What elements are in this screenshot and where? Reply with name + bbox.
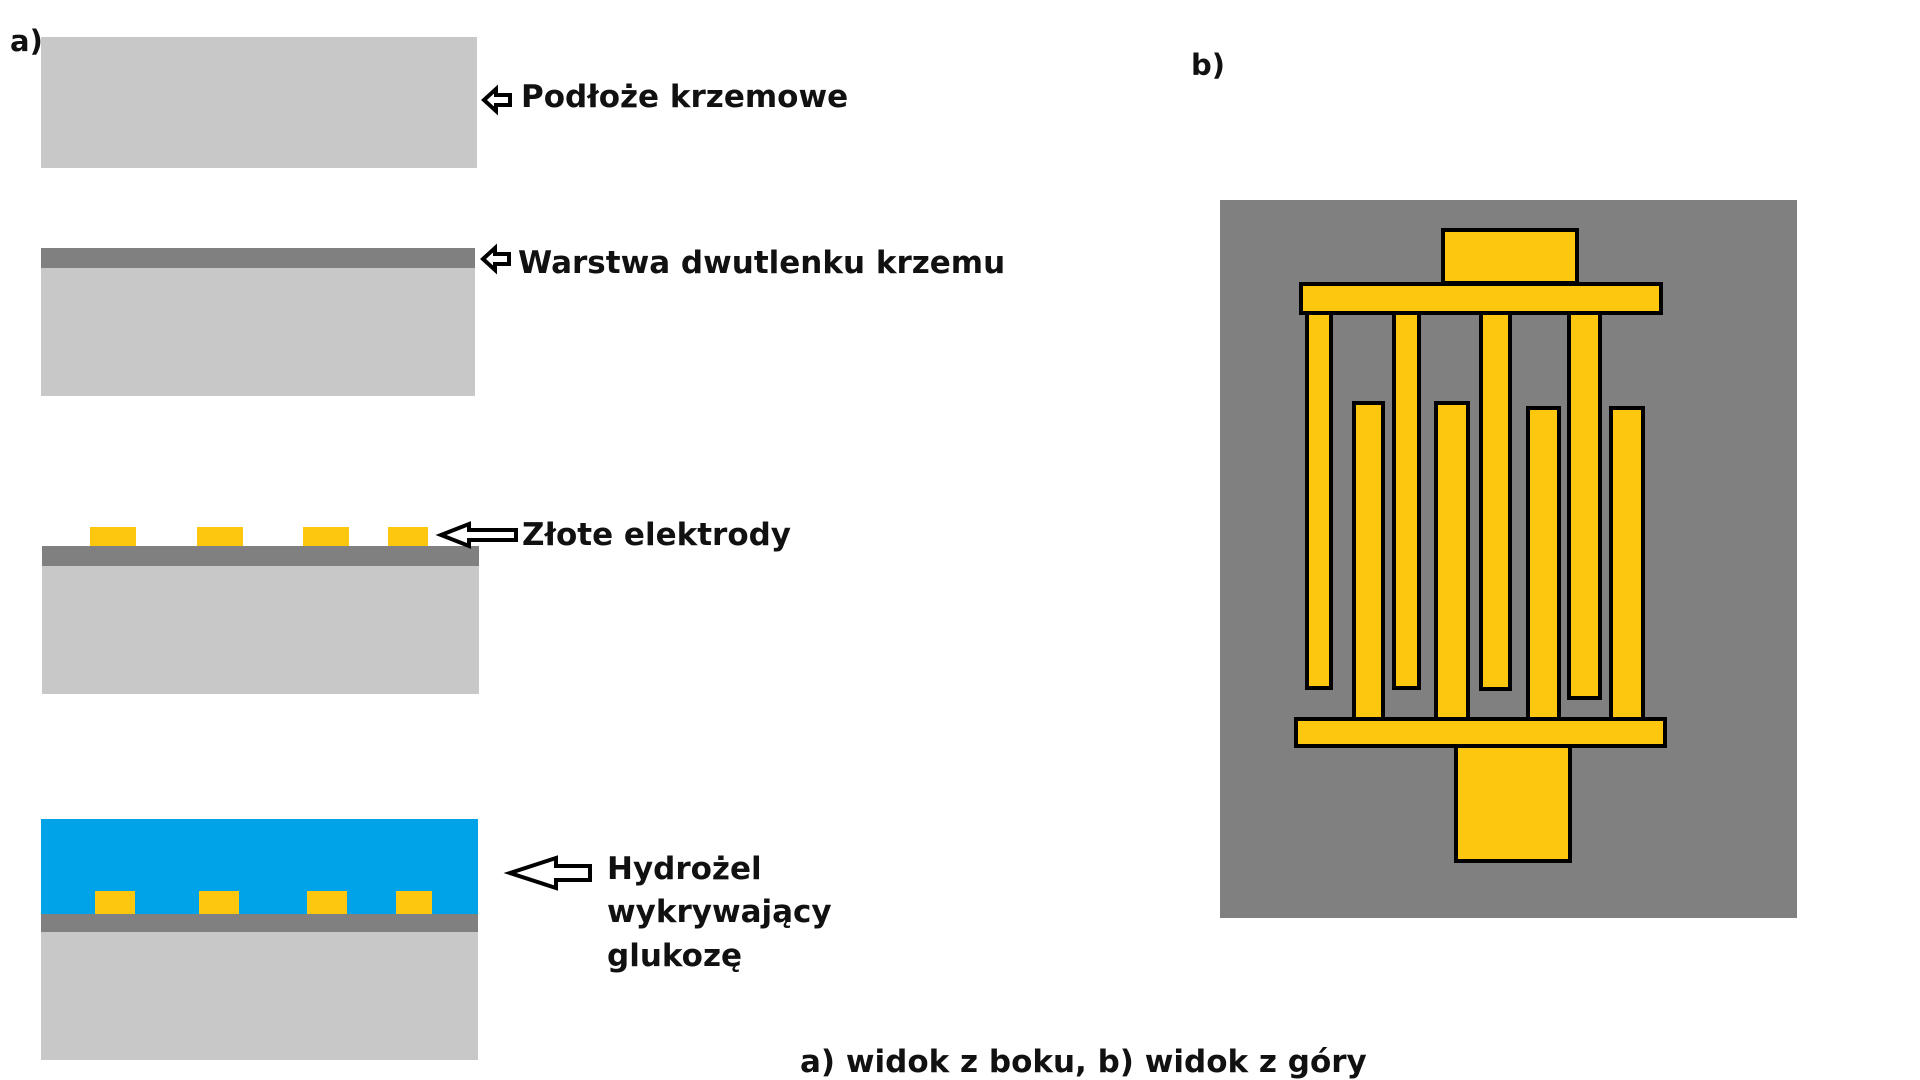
gold-electrode bbox=[90, 527, 136, 546]
stage-4-hydrogel bbox=[41, 819, 592, 1060]
finger-bottom bbox=[1526, 406, 1561, 721]
bottom-contact-pad bbox=[1454, 744, 1572, 863]
top-contact-pad bbox=[1441, 228, 1579, 285]
stage-2-oxide bbox=[41, 243, 511, 396]
top-bus-bar bbox=[1299, 282, 1663, 315]
oxide-layer bbox=[41, 914, 478, 932]
finger-top bbox=[1479, 311, 1512, 691]
gold-electrode bbox=[396, 891, 432, 914]
gold-electrode bbox=[388, 527, 428, 546]
stage-1-substrate bbox=[41, 37, 512, 168]
electrodes-arrow-icon bbox=[435, 521, 518, 549]
oxide-layer bbox=[42, 546, 479, 566]
gold-electrode bbox=[303, 527, 349, 546]
silicon-substrate bbox=[41, 931, 478, 1060]
finger-top bbox=[1567, 311, 1602, 700]
hydrogel-label-line: Hydrożel bbox=[607, 851, 762, 887]
gold-electrode bbox=[197, 527, 243, 546]
oxide-label: Warstwa dwutlenku krzemu bbox=[518, 245, 1006, 281]
finger-bottom bbox=[1352, 401, 1385, 721]
gold-electrode bbox=[199, 891, 239, 914]
silicon-substrate bbox=[41, 37, 477, 168]
finger-bottom bbox=[1434, 401, 1470, 721]
hydrogel-label-line: glukozę bbox=[607, 937, 743, 974]
substrate-arrow-icon bbox=[481, 84, 512, 116]
hydrogel-label: Hydrożel wykrywający glukozę bbox=[607, 848, 832, 978]
hydrogel-label-line: wykrywający bbox=[607, 894, 832, 931]
oxide-arrow-icon bbox=[480, 243, 511, 275]
finger-top bbox=[1305, 311, 1333, 690]
figure-caption: a) widok z boku, b) widok z góry bbox=[800, 1044, 1367, 1080]
finger-top bbox=[1392, 311, 1421, 690]
panel-b-label: b) bbox=[1191, 48, 1226, 82]
substrate-label: Podłoże krzemowe bbox=[521, 79, 849, 115]
bottom-bus-bar bbox=[1294, 717, 1667, 748]
oxide-layer bbox=[41, 248, 475, 268]
electrodes-label: Złote elektrody bbox=[522, 517, 792, 553]
panel-a-label: a) bbox=[10, 24, 43, 58]
silicon-substrate bbox=[41, 267, 475, 396]
hydrogel-arrow-icon bbox=[503, 855, 592, 891]
finger-bottom bbox=[1609, 406, 1645, 721]
gold-electrode bbox=[307, 891, 347, 914]
silicon-substrate bbox=[42, 565, 479, 694]
stage-3-electrodes bbox=[42, 521, 518, 694]
gold-electrode bbox=[95, 891, 135, 914]
top-view bbox=[1220, 200, 1797, 918]
